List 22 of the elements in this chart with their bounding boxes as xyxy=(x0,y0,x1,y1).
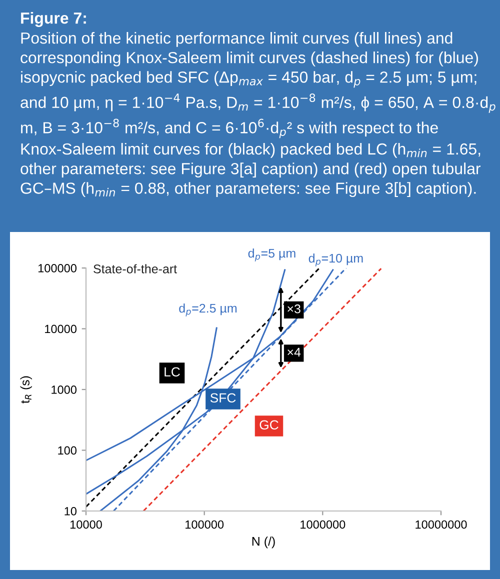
annotation: ×4 xyxy=(288,348,301,356)
annotation: State-of-the-art xyxy=(94,264,177,274)
y-tick-label: 100000 xyxy=(38,264,77,272)
text: Position of the kinetic performance limit curves (full lines) and corresponding Knox-Saleem limit curves (dashed lines) for (blue) isopycnic packed bed SFC (Δp$_{max}$ = 450 bar, d$_{p}$ = 2.5 µm; 5 µm; and 10 µm, η = 1·10$^{−4}$ Pa.s, D$_{m}$ = 1·10$^{−8}$ m²/s, ϕ = 650, A = 0.8·d$_{p}$ m, B = 3·10$^{−8}$ m²/s, and C = 6·10$^{6}$·d$_{p}$² s with respect to the Knox-Saleem limit curves for (black) packed bed LC (h$_{min}$ = 1.65, other parameters: see Figure 3[a] caption) and (red) open tubular GC–MS (h$_{min}$ = 0.88, other parameters: see Figure 3[b] caption). xyxy=(20,32,496,198)
y-tick-label: 1000 xyxy=(52,386,77,394)
series-label: SFC xyxy=(210,393,236,403)
series-label: LC xyxy=(164,367,180,377)
series-label: d$_{p}$=5 µm xyxy=(248,248,296,262)
series-label: d$_{p}$=2.5 µm xyxy=(179,304,237,316)
x-tick-label: 10000000 xyxy=(416,520,467,529)
annotation: ×3 xyxy=(288,304,300,314)
series-label: d$_{p}$=10 µm xyxy=(308,254,363,266)
y-tick-label: 10000 xyxy=(45,324,77,334)
y-axis-title: t$_{R}$ (s) xyxy=(20,376,32,404)
y-tick-label: 10 xyxy=(64,507,77,516)
x-tick-label: 1000000 xyxy=(300,520,346,529)
series-label: GC xyxy=(260,420,278,430)
x-tick-label: 10000 xyxy=(70,520,102,529)
x-tick-label: 100000 xyxy=(186,520,224,529)
x-axis-title: N (/) xyxy=(252,536,275,548)
chart-title: Figure 7: xyxy=(21,12,86,27)
y-tick-label: 100 xyxy=(58,446,77,455)
